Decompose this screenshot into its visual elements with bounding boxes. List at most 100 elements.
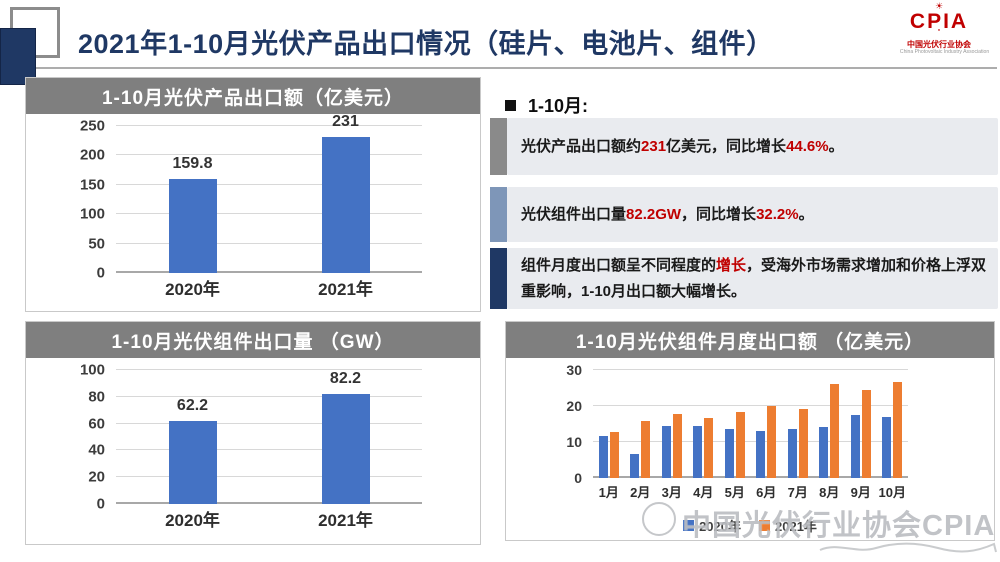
callout-accent-bar: [490, 118, 507, 175]
chart-legend: 2020年 2021年: [506, 516, 994, 535]
bar-2020年: [630, 453, 640, 478]
legend-label: 2021年: [775, 519, 817, 534]
bar-2021年: [830, 384, 840, 478]
callout-text-segment: ，同比增长: [681, 205, 757, 223]
gridline: [116, 213, 422, 215]
bar-2020年: [693, 425, 703, 478]
bar-2021年: [321, 137, 370, 273]
y-tick-label: 60: [88, 415, 105, 433]
summary-heading-label: 1-10月:: [528, 96, 589, 116]
y-tick-label: 30: [566, 362, 582, 378]
bar-2021年: [672, 414, 682, 478]
y-tick-label: 50: [88, 235, 105, 253]
bar-2021年: [704, 417, 714, 478]
panel-export-value-chart: 1-10月光伏产品出口额（亿美元） 0 50 100 150 200 250 2020年 15…: [25, 77, 481, 312]
callout-text-segment: 增长: [716, 256, 747, 274]
header-divider: [36, 67, 997, 69]
callout-export-value: 光伏产品出口额约231亿美元，同比增长44.6%。: [490, 118, 998, 175]
data-label: 62.2: [176, 396, 209, 414]
x-axis-line: [116, 271, 422, 273]
bar-2021年: [641, 420, 651, 478]
x-axis-line: [116, 502, 422, 504]
gridline: [116, 449, 422, 451]
y-tick-label: 10: [566, 434, 582, 451]
callout-body: 组件月度出口额呈不同程度的增长，受海外市场需求增加和价格上浮双重影响，1-10月…: [507, 248, 998, 309]
x-tick-label: 2月: [630, 485, 651, 500]
callout-text-segment: 231: [641, 137, 667, 155]
x-tick-label: 4月: [693, 485, 714, 500]
gridline: [116, 369, 422, 370]
x-axis-line: [593, 476, 908, 478]
callout-body: 光伏产品出口额约231亿美元，同比增长44.6%。: [507, 118, 998, 175]
x-tick-label: 2020年: [165, 511, 220, 530]
y-tick-label: 0: [96, 264, 105, 282]
legend-swatch-2021年: [759, 520, 770, 531]
bar-2020年: [168, 179, 217, 273]
bar-2020年: [819, 427, 829, 478]
y-tick-label: 150: [79, 176, 105, 194]
chart-title: 1-10月光伏产品出口额（亿美元）: [26, 78, 480, 114]
summary-heading: 1-10月:: [505, 92, 588, 118]
panel-module-volume-chart: 1-10月光伏组件出口量 （GW） 0 20 40 60 80 100 2020年 62.2 2…: [25, 321, 481, 545]
bar-2020年: [168, 420, 217, 504]
callout-text-segment: 。: [798, 205, 814, 223]
gridline: [593, 405, 908, 407]
y-tick-label: 20: [88, 468, 105, 486]
callout-text-segment: 光伏组件出口量: [521, 205, 627, 223]
callout-text-segment: 。: [828, 137, 844, 155]
callout-text: 光伏产品出口额约231亿美元，同比增长44.6%。: [521, 134, 844, 160]
y-tick-label: 100: [79, 361, 105, 379]
x-tick-label: 8月: [819, 485, 840, 500]
gridline: [116, 242, 422, 244]
legend-item: 2020年: [683, 516, 741, 535]
x-tick-label: 2020年: [165, 280, 220, 299]
callout-text-segment: ，受海外市场需求增加和价格上浮双重影响，1-10月出口额大幅增长。: [521, 256, 987, 300]
bar-2021年: [321, 393, 370, 504]
y-tick-label: 250: [79, 117, 105, 135]
y-tick-label: 0: [96, 495, 105, 513]
module-volume-chart: 0 20 40 60 80 100 2020年 62.2 2021年 82.2: [26, 358, 480, 544]
x-tick-label: 6月: [756, 485, 777, 500]
y-tick-label: 80: [88, 388, 105, 406]
sunburst-icon: ☀: [934, 1, 944, 11]
bullet-square-icon: [505, 99, 516, 111]
gridline: [116, 125, 422, 126]
x-tick-label: 10月: [878, 485, 906, 500]
plot-area: 0 10 20 30 1月 2月 3月 4月 5月 6月 7月 8月 9月 10月: [566, 363, 908, 499]
logo-subtext-en: China Photovoltaic Industry Association: [899, 49, 990, 55]
bar-2021年: [609, 431, 619, 478]
legend-item: 2021年: [759, 516, 817, 535]
gridline: [116, 476, 422, 478]
bar-2020年: [850, 415, 860, 478]
callout-accent-bar: [490, 248, 507, 309]
bar-2020年: [724, 428, 734, 478]
callout-text: 组件月度出口额呈不同程度的增长，受海外市场需求增加和价格上浮双重影响，1-10月…: [521, 253, 988, 305]
y-tick-label: 20: [566, 398, 582, 415]
gridline: [116, 183, 422, 185]
callout-text-segment: 32.2%: [756, 205, 799, 223]
x-tick-label: 2021年: [318, 511, 373, 530]
y-tick-label: 100: [79, 205, 105, 223]
export-value-chart: 0 50 100 150 200 250 2020年 159.8 2021年 231: [26, 114, 480, 311]
bar-2021年: [735, 411, 745, 478]
legend-label: 2020年: [699, 519, 741, 534]
callout-monthly-growth: 组件月度出口额呈不同程度的增长，受海外市场需求增加和价格上浮双重影响，1-10月…: [490, 248, 998, 309]
bar-2021年: [798, 408, 808, 478]
cpia-logo: ☀ CPIA 中国光伏行业协会 China Photovoltaic Indus…: [893, 1, 990, 62]
deco-square-navy: [0, 28, 36, 85]
gridline: [116, 154, 422, 156]
bar-2020年: [598, 435, 608, 478]
logo-text: CPIA: [909, 10, 969, 33]
chart-title: 1-10月光伏组件月度出口额 （亿美元）: [506, 322, 994, 358]
bar-2020年: [661, 426, 671, 478]
gridline: [593, 369, 908, 370]
callout-accent-bar: [490, 187, 507, 242]
callout-text: 光伏组件出口量82.2GW，同比增长32.2%。: [521, 202, 814, 228]
gridline: [593, 441, 908, 443]
bar-2021年: [767, 406, 777, 478]
monthly-export-chart: 0 10 20 30 1月 2月 3月 4月 5月 6月 7月 8月 9月 10月 2020年 2021年: [506, 358, 994, 540]
callout-module-volume: 光伏组件出口量82.2GW，同比增长32.2%。: [490, 187, 998, 242]
x-tick-label: 5月: [724, 485, 745, 500]
legend-swatch-2020年: [683, 520, 695, 531]
plot-area: 0 20 40 60 80 100 2020年 62.2 2021年 82.2: [80, 363, 422, 529]
